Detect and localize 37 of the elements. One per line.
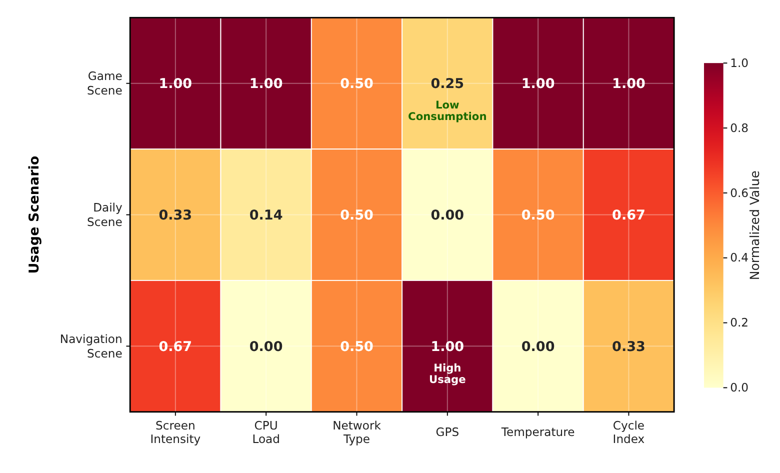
data-label: 1.00 [612, 76, 646, 92]
color-bar-label: 0.4 [730, 250, 749, 265]
y-tick-label: Daily Scene [87, 200, 123, 229]
data-label: 0.50 [340, 338, 374, 355]
color-bar-label: 0.6 [730, 186, 749, 200]
data-label: 0.67 [612, 208, 646, 224]
data-label: 0.50 [340, 208, 374, 224]
data-label: 0.00 [430, 208, 464, 224]
data-label: 0.33 [158, 208, 192, 224]
data-label: 1.00 [249, 76, 283, 92]
color-bar-title: Normalized Value [747, 170, 762, 280]
data-label: 0.25 [430, 76, 464, 92]
y-tick-label: Navigation Scene [60, 332, 122, 360]
y-axis-title: Usage Scenario [26, 156, 42, 274]
data-label: 1.00 [521, 76, 555, 92]
annotation: High Usage [428, 361, 466, 386]
x-tick-label: Network Type [332, 418, 382, 446]
data-label: 0.00 [521, 338, 555, 355]
data-label: 0.50 [340, 76, 374, 92]
x-tick-label: Cycle Index [612, 418, 645, 446]
x-tick-label: CPU Load [252, 418, 280, 446]
data-label: 0.00 [249, 338, 283, 355]
color-bar-label: 0.2 [730, 316, 749, 330]
color-bar-label: 0.0 [730, 380, 749, 395]
y-tick-label: Game Scene [87, 68, 122, 98]
color-bar-label: 0.8 [730, 120, 749, 135]
data-label: 0.67 [158, 338, 192, 355]
annotation: Low Consumption [408, 98, 487, 124]
x-tick-label: GPS [436, 425, 460, 440]
data-label: 0.14 [249, 208, 283, 224]
x-tick-label: Screen Intensity [150, 418, 201, 446]
data-label: 0.33 [612, 338, 646, 355]
color-bar-label: 1.0 [730, 56, 749, 70]
data-label: 1.00 [430, 338, 464, 355]
data-label: 0.50 [521, 208, 555, 224]
data-label: 1.00 [158, 76, 192, 92]
x-tick-label: Temperature [500, 425, 575, 440]
